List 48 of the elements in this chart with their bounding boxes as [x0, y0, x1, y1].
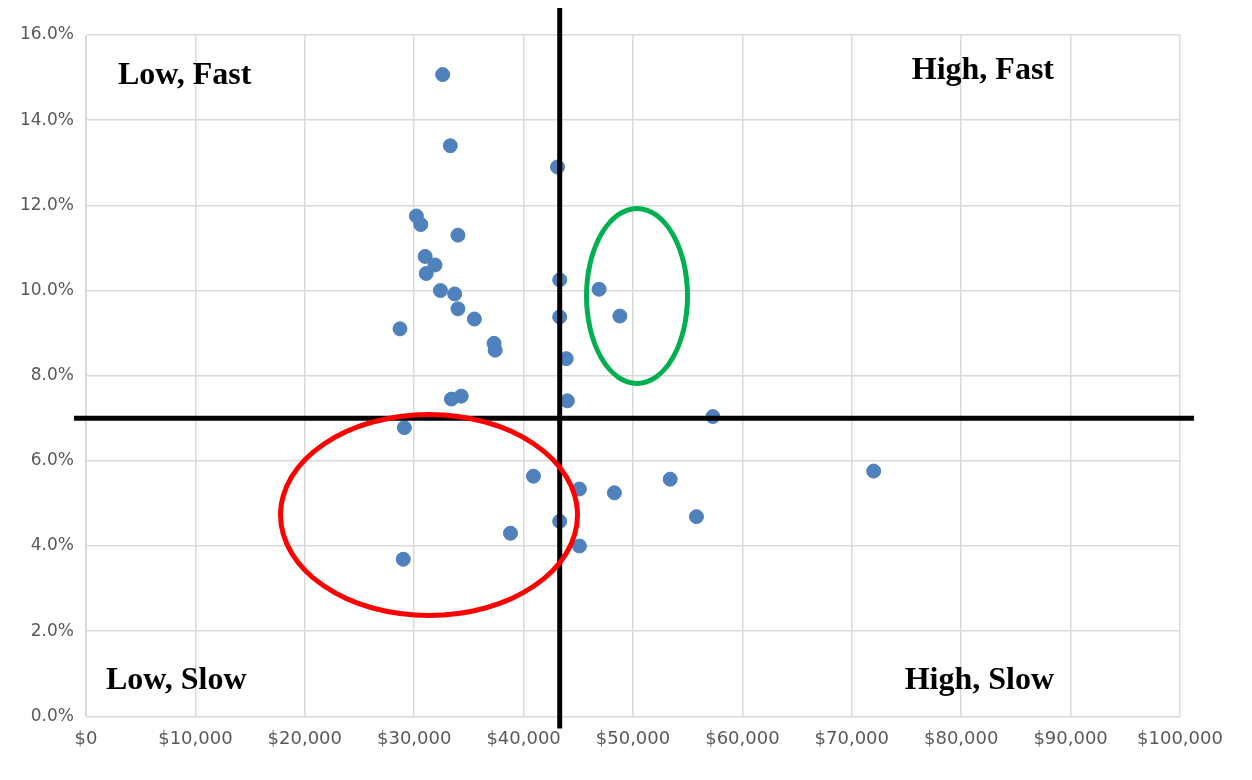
- annotation: High, Fast: [911, 50, 1055, 87]
- y-tick-label: 8.0%: [30, 364, 74, 385]
- point: [435, 67, 451, 83]
- point: [606, 485, 622, 501]
- point: [396, 420, 412, 436]
- y-tick-label: 2.0%: [30, 619, 74, 640]
- x-tick-label: $20,000: [267, 726, 343, 748]
- point: [432, 283, 448, 299]
- point: [417, 248, 433, 264]
- x-tick-label: $70,000: [814, 726, 890, 748]
- x-tick-label: $60,000: [705, 726, 780, 748]
- point: [502, 525, 518, 541]
- x-tick-label: $100,000: [1137, 726, 1223, 748]
- point: [447, 286, 463, 302]
- point: [466, 311, 482, 327]
- x-tick-label: $40,000: [486, 726, 561, 748]
- point: [427, 257, 443, 273]
- point: [450, 227, 466, 243]
- point: [866, 463, 882, 479]
- point: [450, 301, 466, 317]
- annotation: Low, Slow: [106, 659, 247, 696]
- point: [612, 308, 628, 324]
- point: [392, 321, 408, 337]
- x-tick-label: $50,000: [595, 726, 671, 748]
- point: [418, 265, 434, 281]
- x-tick-label: $30,000: [376, 726, 452, 748]
- point: [688, 509, 704, 525]
- point: [442, 138, 458, 154]
- point: [395, 551, 411, 567]
- annotation: Low, Fast: [118, 55, 252, 92]
- y-tick-label: 6.0%: [30, 449, 74, 470]
- y-tick-label: 0.0%: [30, 704, 74, 725]
- x-tick-label: $80,000: [923, 726, 999, 748]
- point: [662, 471, 678, 487]
- point: [413, 217, 429, 233]
- x-tick-label: $10,000: [158, 726, 233, 748]
- y-tick-label: 12.0%: [19, 193, 74, 214]
- y-tick-label: 16.0%: [19, 23, 74, 44]
- y-tick-label: 14.0%: [19, 108, 74, 129]
- y-tick-label: 4.0%: [30, 534, 74, 555]
- point: [591, 281, 607, 297]
- x-tick-label: $90,000: [1033, 726, 1108, 748]
- point: [571, 538, 587, 554]
- x-tick-label: $0: [74, 726, 98, 748]
- point: [525, 468, 541, 484]
- annotation: High, Slow: [904, 659, 1054, 696]
- point: [453, 388, 469, 404]
- y-tick-label: 10.0%: [19, 278, 74, 299]
